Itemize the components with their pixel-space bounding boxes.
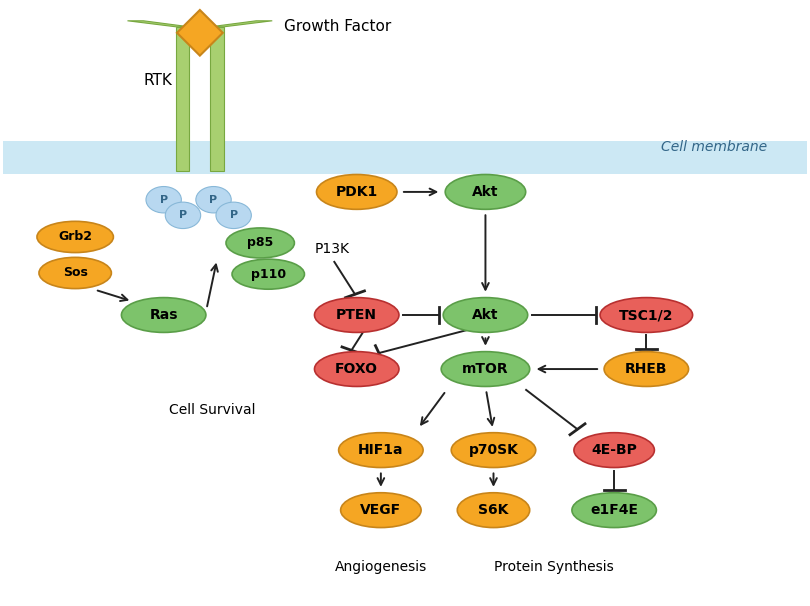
Text: TSC1/2: TSC1/2	[619, 308, 674, 322]
Text: Akt: Akt	[472, 185, 499, 199]
Circle shape	[165, 202, 201, 228]
Text: p110: p110	[250, 268, 286, 281]
Polygon shape	[211, 21, 272, 27]
Text: Cell Survival: Cell Survival	[168, 403, 255, 417]
Circle shape	[196, 187, 231, 213]
Text: p70SK: p70SK	[468, 443, 518, 457]
Text: Akt: Akt	[472, 308, 499, 322]
Text: Protein Synthesis: Protein Synthesis	[494, 560, 614, 574]
Ellipse shape	[604, 351, 688, 387]
Text: p85: p85	[247, 236, 273, 250]
Polygon shape	[176, 27, 190, 171]
Text: FOXO: FOXO	[335, 362, 378, 376]
Text: mTOR: mTOR	[463, 362, 509, 376]
Ellipse shape	[443, 298, 527, 333]
Circle shape	[216, 202, 251, 228]
Ellipse shape	[600, 298, 693, 333]
Text: P: P	[229, 210, 237, 221]
Ellipse shape	[446, 175, 526, 209]
Text: Sos: Sos	[62, 267, 87, 279]
Ellipse shape	[226, 228, 294, 258]
Ellipse shape	[232, 259, 305, 289]
Text: S6K: S6K	[478, 503, 509, 517]
Ellipse shape	[339, 433, 423, 467]
Ellipse shape	[572, 493, 656, 528]
Polygon shape	[127, 21, 190, 27]
Ellipse shape	[39, 258, 112, 288]
Text: Ras: Ras	[149, 308, 178, 322]
Text: Grb2: Grb2	[58, 230, 92, 244]
Text: e1F4E: e1F4E	[590, 503, 638, 517]
Text: RHEB: RHEB	[625, 362, 667, 376]
Ellipse shape	[451, 433, 535, 467]
Text: P13K: P13K	[315, 242, 350, 256]
Polygon shape	[211, 27, 224, 171]
Text: RTK: RTK	[143, 73, 173, 88]
Polygon shape	[177, 10, 223, 56]
Text: PTEN: PTEN	[336, 308, 377, 322]
Circle shape	[146, 187, 181, 213]
Text: HIF1a: HIF1a	[358, 443, 403, 457]
Text: PDK1: PDK1	[335, 185, 377, 199]
Ellipse shape	[317, 175, 397, 209]
Text: Angiogenesis: Angiogenesis	[335, 560, 427, 574]
Ellipse shape	[574, 433, 654, 467]
Text: Growth Factor: Growth Factor	[284, 19, 391, 35]
Ellipse shape	[458, 493, 530, 528]
Ellipse shape	[122, 298, 206, 333]
Text: P: P	[160, 195, 168, 205]
Text: P: P	[179, 210, 187, 221]
Text: Cell membrane: Cell membrane	[661, 140, 767, 154]
Ellipse shape	[441, 351, 530, 387]
Ellipse shape	[314, 298, 399, 333]
Polygon shape	[2, 141, 808, 174]
Ellipse shape	[37, 221, 113, 253]
Text: 4E-BP: 4E-BP	[591, 443, 637, 457]
Ellipse shape	[341, 493, 421, 528]
Text: VEGF: VEGF	[360, 503, 402, 517]
Ellipse shape	[314, 351, 399, 387]
Text: P: P	[210, 195, 218, 205]
